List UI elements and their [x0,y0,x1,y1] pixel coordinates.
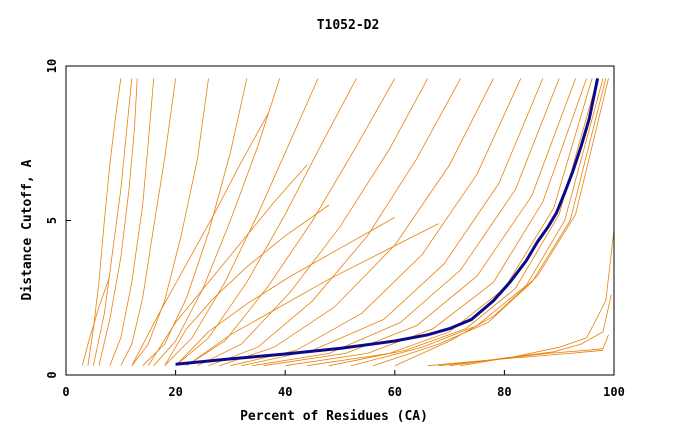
chart-title: T1052-D2 [317,18,380,33]
series-line-17 [263,78,576,367]
series-line-26 [186,223,439,367]
series-line-28 [131,112,270,366]
series-line-32 [449,294,612,367]
series-line-19 [307,78,593,367]
series-layer [82,78,615,367]
series-line-21 [350,78,604,367]
series-line-5 [131,78,209,366]
highlight-series-line [175,78,600,366]
series-line-10 [186,78,396,367]
series-line-22 [372,78,607,367]
x-tick-label: 0 [62,385,69,399]
x-tick-label: 60 [388,385,402,399]
series-line-25 [175,217,395,366]
series-line-12 [208,78,461,367]
x-axis-label: Percent of Residues (CA) [240,409,428,424]
series-line-4 [120,78,176,366]
series-line-33 [460,229,615,367]
x-tick-label: 40 [278,385,292,399]
y-tick-label: 5 [45,217,59,224]
series-line-0 [87,78,122,366]
series-line-16 [252,78,560,367]
y-tick-label: 10 [45,59,59,73]
series-line-27 [147,164,308,366]
x-tick-label: 100 [603,385,625,399]
x-tick-label: 80 [497,385,511,399]
series-line-6 [142,78,248,366]
series-line-9 [175,78,357,367]
y-tick-label: 0 [45,371,59,378]
series-line-13 [219,78,494,367]
tick-layer: 0 20 40 60 80 100 0 5 10 [45,59,625,399]
series-line-1 [93,78,133,366]
series-line-18 [285,78,587,367]
x-tick-label: 20 [168,385,182,399]
series-line-2 [98,78,138,366]
series-line-3 [109,78,155,366]
series-line-8 [164,78,319,366]
series-line-11 [197,78,429,367]
series-line-7 [153,78,281,366]
series-line-24 [164,204,330,366]
series-line-23 [394,78,609,367]
y-axis-label: Distance Cutoff, A [20,159,35,300]
series-line-29 [82,275,111,366]
series-line-30 [427,349,604,367]
